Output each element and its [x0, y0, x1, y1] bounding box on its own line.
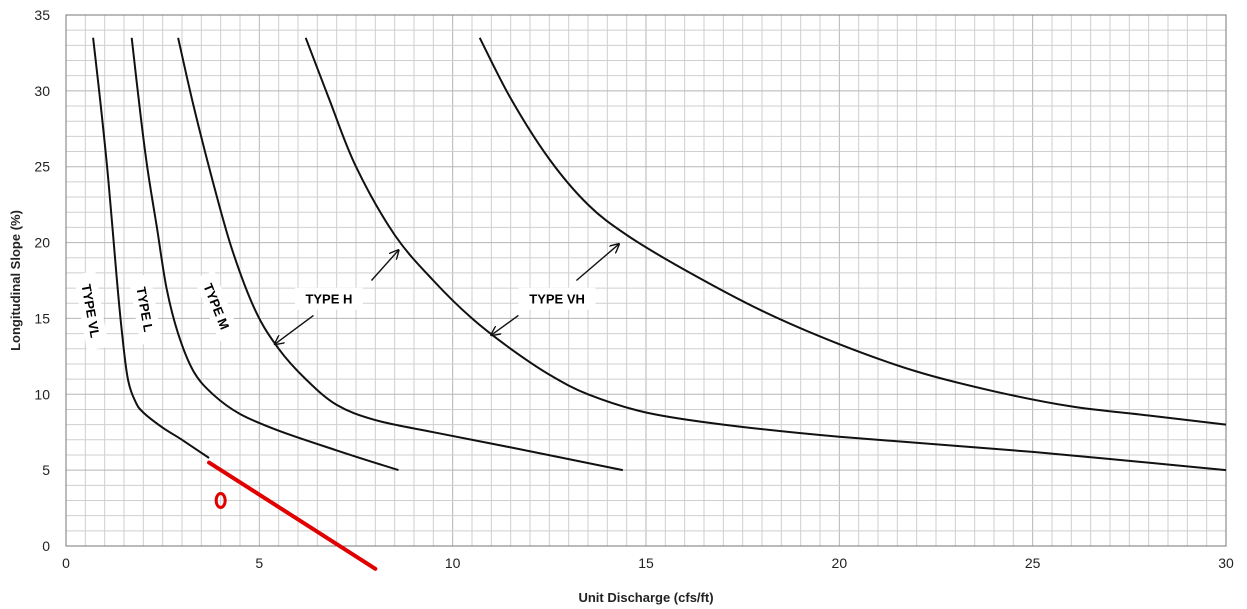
x-tick-label: 15	[638, 555, 654, 571]
red-line-mark	[207, 460, 378, 571]
x-tick-label: 10	[445, 555, 461, 571]
red-point-marker	[214, 491, 227, 509]
x-axis-title: Unit Discharge (cfs/ft)	[578, 590, 713, 605]
y-tick-label: 10	[34, 386, 50, 402]
y-axis-title: Longitudinal Slope (%)	[8, 210, 23, 351]
curve-type-m	[177, 37, 623, 472]
label-arrow	[275, 314, 314, 344]
y-tick-label: 30	[34, 83, 50, 99]
x-tick-label: 20	[832, 555, 848, 571]
curve-type-vl	[92, 37, 210, 459]
curve-type-l	[130, 37, 399, 472]
plot-area-border	[65, 14, 1227, 547]
gridlines	[65, 14, 1227, 547]
curve-labels: TYPE VL TYPE L TYPE M TYPE H TYPE VH	[73, 270, 596, 351]
curve-label: TYPE H	[305, 292, 352, 307]
curve-label-group: TYPE VH	[518, 287, 596, 310]
y-tick-label: 20	[34, 235, 50, 251]
label-background	[73, 271, 109, 351]
x-tick-label: 25	[1025, 555, 1041, 571]
label-arrow	[575, 244, 619, 282]
label-background	[193, 270, 240, 342]
curves	[92, 37, 1227, 472]
y-tick-label: 0	[42, 538, 50, 554]
label-arrows	[275, 244, 619, 344]
curve-type-vh	[478, 37, 1227, 426]
y-tick-label: 15	[34, 310, 50, 326]
curve-label-group: TYPE H	[294, 287, 363, 310]
curve-type-h	[304, 37, 1227, 472]
y-tick-label: 25	[34, 159, 50, 175]
curve-label-group: TYPE M	[193, 270, 240, 342]
x-axis-ticks: 0 5 10 15 20 25 30	[62, 555, 1234, 571]
label-background	[128, 273, 163, 345]
curve-label-group: TYPE L	[128, 273, 163, 345]
curve-label: TYPE VH	[529, 292, 585, 307]
label-background	[294, 287, 363, 310]
label-background	[518, 287, 596, 310]
label-arrow	[370, 250, 398, 281]
y-tick-label: 5	[42, 462, 50, 478]
curve-label-group: TYPE VL	[73, 271, 109, 351]
x-tick-label: 5	[255, 555, 263, 571]
y-axis-ticks: 0 5 10 15 20 25 30 35	[34, 7, 50, 554]
x-tick-label: 30	[1218, 555, 1234, 571]
red-markup	[207, 460, 378, 571]
x-tick-label: 0	[62, 555, 70, 571]
y-tick-label: 35	[34, 7, 50, 23]
label-arrow	[491, 314, 519, 335]
